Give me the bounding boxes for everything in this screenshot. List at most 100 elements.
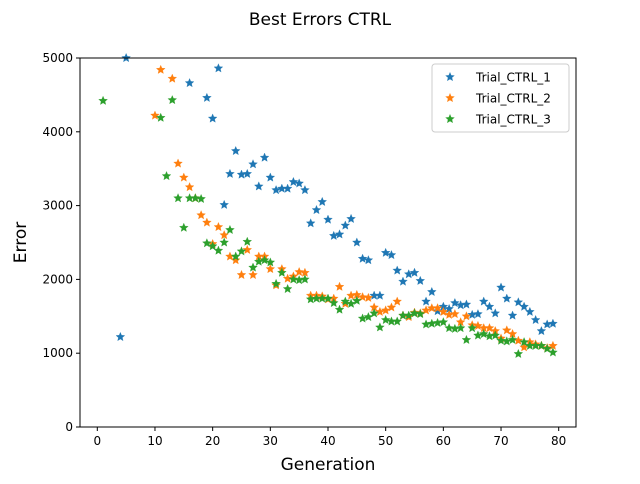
data-point (179, 222, 189, 232)
data-point (530, 314, 541, 325)
data-point (179, 172, 189, 182)
data-marks (98, 53, 558, 358)
y-tick-label: 0 (65, 420, 73, 434)
data-point (277, 267, 287, 277)
data-point (375, 322, 385, 332)
data-point (305, 218, 316, 228)
data-point (525, 306, 535, 316)
x-tick-label: 20 (205, 434, 220, 448)
data-point (248, 269, 258, 280)
data-point (507, 334, 518, 344)
data-point (369, 308, 379, 318)
data-point (300, 274, 310, 284)
data-point (548, 347, 558, 357)
x-tick-label: 80 (551, 434, 566, 448)
data-point (484, 301, 495, 311)
data-point (288, 176, 299, 187)
data-point (409, 308, 420, 318)
data-point (167, 73, 178, 83)
y-tick-label: 3000 (42, 199, 73, 213)
data-point (317, 196, 327, 206)
data-point (196, 210, 206, 220)
axis-ticks: 0 10 20 30 40 50 60 70 80 0 1000 2000 3000 4000 5000 (42, 51, 566, 448)
data-point (184, 182, 195, 192)
data-point (242, 168, 253, 178)
legend-marker (445, 114, 455, 124)
data-point (421, 296, 431, 306)
data-point (415, 275, 426, 285)
data-point (265, 257, 276, 267)
data-point (155, 112, 166, 122)
data-point (496, 282, 506, 292)
x-tick-label: 0 (93, 434, 101, 448)
data-point (398, 276, 408, 286)
series-3 (98, 95, 558, 358)
data-point (421, 305, 431, 315)
data-point (288, 274, 299, 284)
data-point (363, 292, 374, 302)
data-point (213, 222, 224, 232)
data-point (236, 269, 247, 280)
data-point (542, 343, 552, 353)
data-point (507, 310, 518, 320)
data-point (455, 323, 466, 333)
x-tick-label: 30 (263, 434, 278, 448)
x-tick-label: 50 (378, 434, 393, 448)
legend-label: Trial_CTRL_1 (475, 71, 551, 85)
data-point (427, 286, 437, 296)
data-point (352, 237, 362, 247)
data-point (173, 158, 183, 168)
data-point (311, 205, 322, 215)
data-point (254, 181, 264, 191)
data-point (490, 308, 501, 318)
y-tick-label: 1000 (42, 346, 73, 360)
data-point (207, 241, 218, 251)
data-point (380, 314, 391, 325)
data-point (461, 299, 472, 309)
data-point (334, 281, 345, 291)
data-point (513, 348, 524, 358)
data-point (196, 193, 206, 203)
data-point (473, 309, 483, 319)
data-point (259, 152, 270, 162)
data-point (219, 199, 229, 209)
x-tick-label: 40 (320, 434, 335, 448)
data-point (242, 236, 253, 246)
data-point (190, 193, 201, 203)
data-point (115, 331, 126, 342)
data-point (265, 172, 276, 182)
data-point (450, 309, 460, 319)
data-point (329, 298, 339, 308)
chart-title: Best Errors CTRL (249, 10, 392, 30)
legend: Trial_CTRL_1 Trial_CTRL_2 Trial_CTRL_3 (431, 63, 570, 133)
data-point (403, 310, 414, 320)
data-point (225, 168, 235, 178)
data-point (294, 178, 304, 188)
legend-item: Trial_CTRL_2 (445, 92, 551, 106)
data-point (323, 293, 333, 303)
data-point (225, 224, 235, 234)
data-point (513, 297, 524, 307)
data-point (155, 64, 166, 74)
x-tick-label: 60 (436, 434, 451, 448)
legend-label: Trial_CTRL_2 (475, 92, 551, 106)
data-point (161, 171, 172, 181)
y-axis-label: Error (11, 222, 31, 263)
data-point (213, 63, 224, 73)
data-point (415, 309, 426, 319)
legend-label: Trial_CTRL_3 (475, 113, 551, 127)
data-point (202, 92, 212, 102)
data-point (219, 237, 229, 247)
data-point (207, 113, 218, 123)
data-point (357, 253, 368, 263)
x-tick-label: 70 (493, 434, 508, 448)
data-point (282, 283, 293, 294)
data-point (392, 316, 402, 326)
data-point (519, 337, 529, 347)
data-point (432, 303, 443, 313)
data-point (519, 301, 529, 311)
data-point (386, 302, 397, 312)
data-point (98, 95, 108, 105)
data-point (502, 325, 512, 335)
